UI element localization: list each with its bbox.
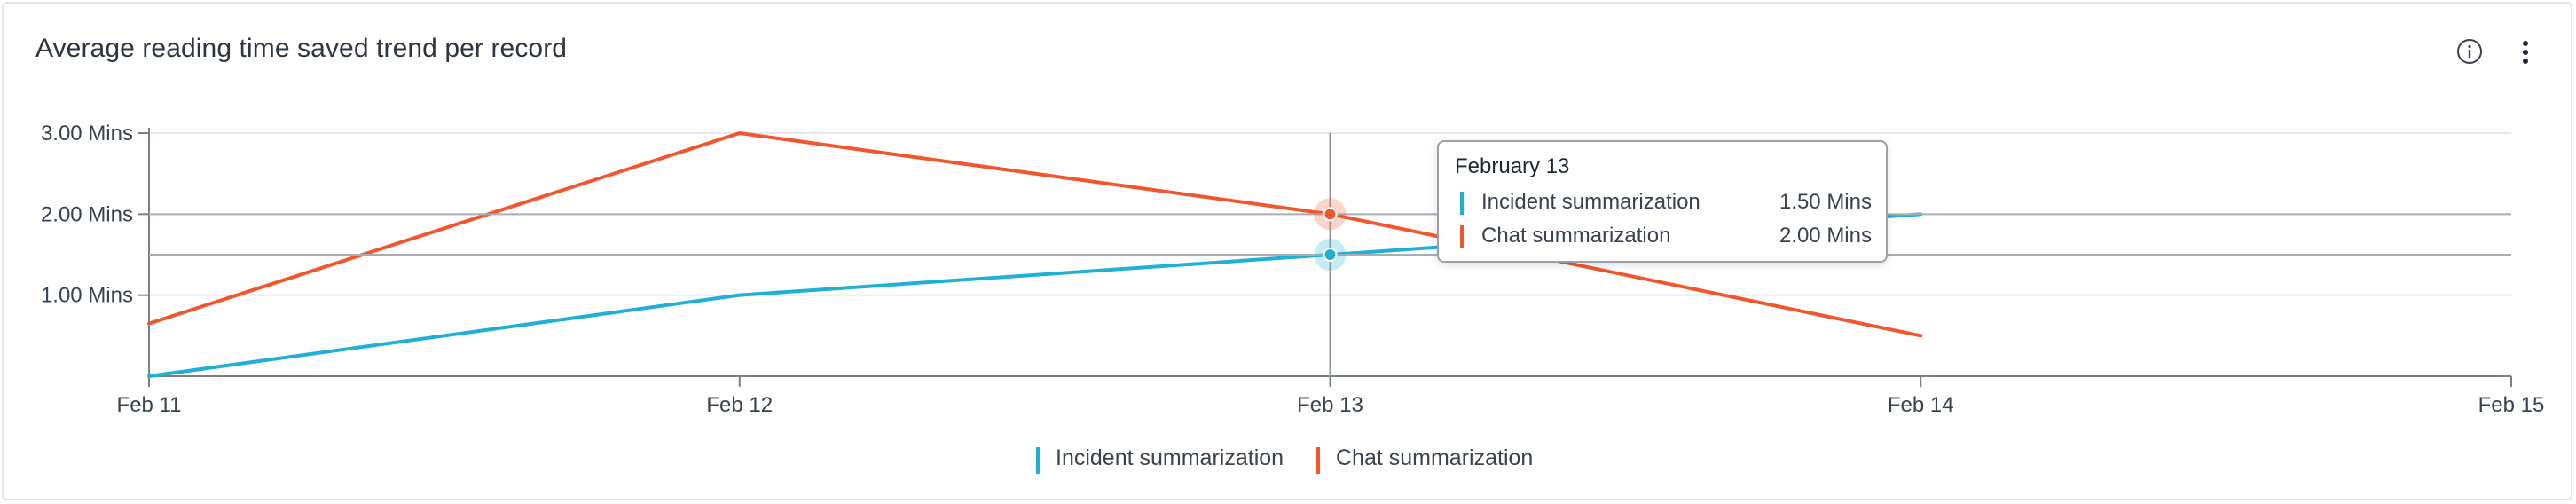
chart-title: Average reading time saved trend per rec… [35,34,568,63]
tooltip-row-incident: Incident summarization 1.50 Mins [1455,190,1872,217]
legend-label: Incident summarization [1056,445,1284,470]
tooltip-swatch-chat [1460,225,1464,248]
x-tick-label: Feb 15 [2478,393,2545,417]
series-line-chat [147,131,1923,338]
chart-legend: Incident summarization Chat summarizatio… [0,444,2576,479]
legend-swatch-incident [1036,447,1040,474]
tooltip-date: February 13 [1455,154,1570,178]
hover-marker [1323,207,1338,222]
hover-marker [1323,248,1338,262]
x-tick-label: Feb 13 [1297,393,1363,417]
tooltip-swatch-incident [1460,192,1464,215]
legend-swatch-chat [1316,447,1320,474]
y-tick-label: 2.00 Mins [41,202,133,226]
tooltip-series-value: 2.00 Mins [1779,224,1872,248]
tooltip-series-value: 1.50 Mins [1779,190,1872,214]
x-tick-label: Feb 14 [1888,393,1954,417]
info-icon[interactable] [2456,38,2483,65]
x-tick-label: Feb 11 [117,393,182,417]
tooltip-series-name: Incident summarization [1481,190,1700,214]
more-vertical-icon[interactable] [2517,38,2534,67]
chart-tooltip: February 13 Incident summarization 1.50 … [1437,140,1888,263]
legend-label: Chat summarization [1336,445,1534,470]
y-tick-label: 1.00 Mins [41,284,133,308]
tooltip-series-name: Chat summarization [1481,224,1671,248]
y-tick-label: 3.00 Mins [41,122,133,146]
tooltip-row-chat: Chat summarization 2.00 Mins [1455,224,1872,250]
x-tick-label: Feb 12 [706,393,773,417]
